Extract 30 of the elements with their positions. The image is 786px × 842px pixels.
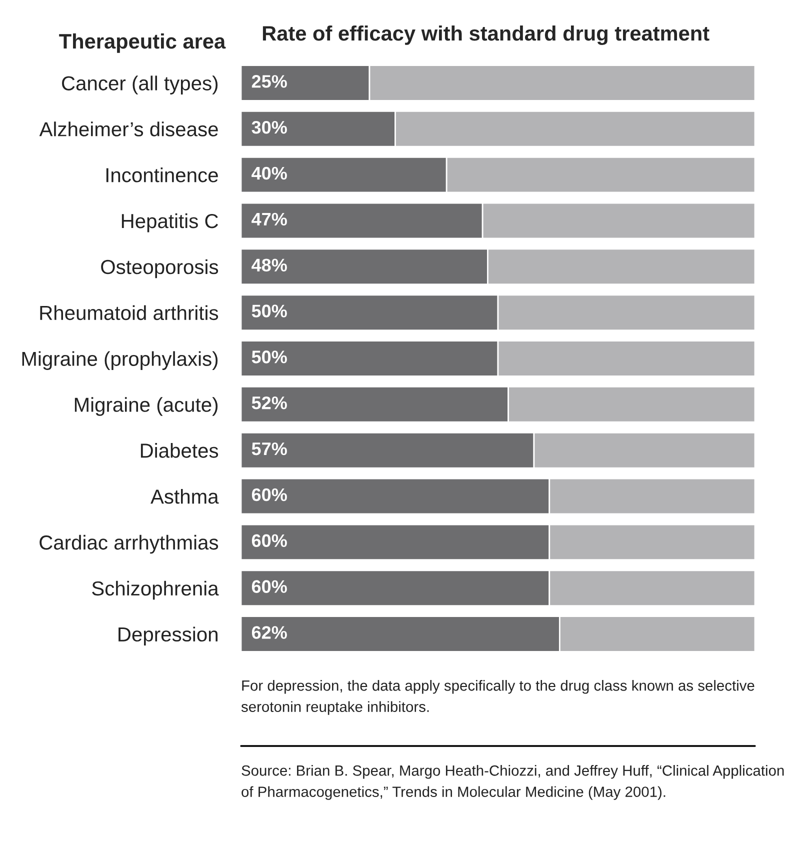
data-label: 60% <box>252 580 287 593</box>
data-label: 50% <box>252 304 287 318</box>
data-label: 48% <box>252 258 287 272</box>
data-label: 30% <box>252 120 287 134</box>
y-tick-label: Incontinence <box>106 168 218 182</box>
y-tick-label: Schizophrenia <box>92 580 219 600</box>
text: For depression, the data apply specifically to the drug class known as selective serotonin reuptake inhibitors. <box>241 680 754 715</box>
y-tick-label: Cancer (all types) <box>62 76 218 94</box>
data-label: 60% <box>252 534 287 548</box>
y-tick-label: Migraine (acute) <box>74 397 218 416</box>
data-label: 47% <box>252 212 287 226</box>
data-label: 62% <box>252 626 287 639</box>
data-label: 60% <box>252 488 287 502</box>
y-tick-label: Migraine (prophylaxis) <box>22 351 218 370</box>
y-tick-label: Diabetes <box>140 443 218 458</box>
data-label: 50% <box>252 350 287 364</box>
y-tick-label: Asthma <box>150 488 219 504</box>
source-note: Source: Brian B. Spear, Margo Heath-Chiozzi, and Jeffrey Huff, “Clinical Application of Pharmacogenetics,” Trends in Molecular Medicine (May 2001). <box>242 765 784 800</box>
y-tick-label: Rheumatoid arthritis <box>40 305 218 320</box>
y-tick-label: Osteoporosis <box>101 259 218 278</box>
data-label: 25% <box>252 75 287 88</box>
y-tick-label: Cardiac arrhythmias <box>40 534 218 554</box>
y-tick-label: Alzheimer’s disease <box>39 122 218 136</box>
y-axis-title: Therapeutic area <box>59 33 226 53</box>
data-label: 52% <box>252 396 287 410</box>
chart-title: Rate of efficacy with standard drug treatment <box>262 25 710 45</box>
y-tick-label: Hepatitis C <box>122 213 218 232</box>
data-label: 57% <box>252 442 287 456</box>
y-tick-label: Depression <box>118 626 218 646</box>
data-label: 40% <box>252 166 287 180</box>
